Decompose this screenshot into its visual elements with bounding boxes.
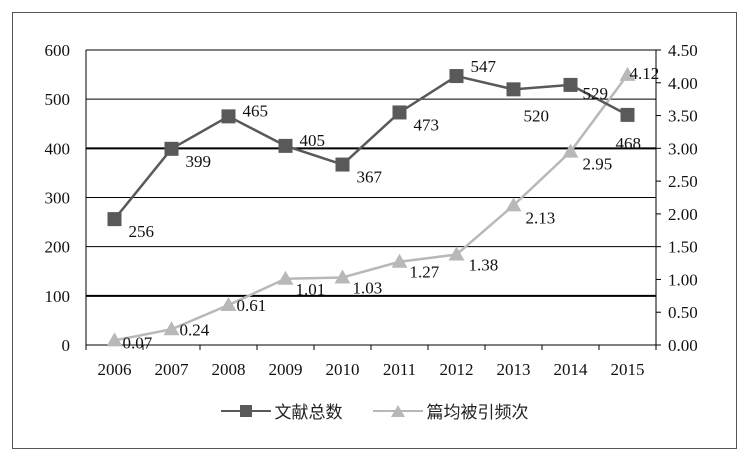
total-data-label: 468 (616, 134, 642, 153)
legend-item-citations: 篇均被引频次 (372, 398, 529, 423)
total-data-label: 399 (186, 152, 212, 171)
citations-data-label: 1.27 (410, 263, 440, 282)
citations-point (619, 66, 636, 81)
citations-point (220, 297, 237, 312)
total-data-label: 529 (583, 84, 609, 103)
x-tick-label: 2010 (326, 360, 360, 379)
legend-label-total: 文献总数 (274, 403, 343, 423)
left-tick-label: 500 (45, 90, 71, 109)
citations-data-label: 1.03 (353, 278, 383, 297)
x-tick-label: 2008 (212, 360, 246, 379)
citations-point (448, 246, 465, 261)
right-tick-label: 2.50 (668, 172, 698, 191)
right-tick-label: 2.00 (668, 205, 698, 224)
right-tick-label: 4.00 (668, 74, 698, 93)
legend-item-total: 文献总数 (220, 398, 343, 423)
total-point (563, 77, 578, 92)
citations-data-label: 2.13 (526, 208, 556, 227)
total-data-label: 367 (357, 168, 383, 187)
left-tick-label: 400 (45, 139, 71, 158)
x-tick-label: 2015 (611, 360, 645, 379)
right-tick-label: 0.00 (668, 336, 698, 355)
total-point (392, 105, 407, 120)
x-tick-label: 2011 (383, 360, 416, 379)
x-tick-label: 2012 (440, 360, 474, 379)
total-point (221, 109, 236, 124)
left-tick-label: 200 (45, 238, 71, 257)
x-tick-label: 2014 (554, 360, 589, 379)
left-tick-label: 300 (45, 189, 71, 208)
total-data-label: 405 (300, 131, 326, 150)
legend: 文献总数 篇均被引频次 (0, 398, 749, 423)
left-tick-label: 600 (45, 41, 71, 60)
total-data-label: 520 (524, 106, 550, 125)
citations-point (106, 332, 123, 347)
citations-data-label: 1.01 (296, 280, 326, 299)
right-tick-label: 3.50 (668, 107, 698, 126)
citations-point (391, 253, 408, 268)
total-data-label: 473 (414, 115, 440, 134)
right-tick-label: 3.00 (668, 139, 698, 158)
triangle-marker-icon (372, 404, 423, 417)
square-marker-icon (220, 404, 271, 417)
right-tick-label: 0.50 (668, 303, 698, 322)
citations-data-label: 2.95 (583, 155, 613, 174)
citations-data-label: 0.24 (180, 320, 210, 339)
legend-label-citations: 篇均被引频次 (426, 403, 529, 423)
citations-point (163, 321, 180, 336)
citations-data-label: 1.38 (469, 256, 499, 275)
citations-data-label: 0.07 (123, 333, 153, 352)
citations-point (505, 197, 522, 212)
chart-frame (12, 12, 737, 449)
citations-data-label: 0.61 (237, 296, 267, 315)
citations-data-label: 4.12 (630, 64, 660, 83)
right-tick-label: 1.50 (668, 238, 698, 257)
total-point (620, 107, 635, 122)
total-data-label: 256 (129, 222, 155, 241)
total-point (164, 141, 179, 156)
total-point (506, 82, 521, 97)
left-tick-label: 0 (62, 336, 71, 355)
right-tick-label: 4.50 (668, 41, 698, 60)
total-data-label: 465 (243, 101, 269, 120)
citations-point (334, 269, 351, 284)
x-tick-label: 2007 (155, 360, 190, 379)
left-tick-label: 100 (45, 287, 71, 306)
x-tick-label: 2013 (497, 360, 531, 379)
x-tick-label: 2006 (98, 360, 132, 379)
total-point (278, 138, 293, 153)
citations-line (114, 74, 629, 342)
total-line (113, 74, 629, 220)
total-data-label: 547 (471, 57, 497, 76)
x-tick-label: 2009 (269, 360, 303, 379)
total-point (107, 212, 122, 227)
right-tick-label: 1.00 (668, 270, 698, 289)
total-point (335, 157, 350, 172)
citations-point (277, 270, 294, 285)
citations-point (562, 143, 579, 158)
total-point (449, 69, 464, 84)
